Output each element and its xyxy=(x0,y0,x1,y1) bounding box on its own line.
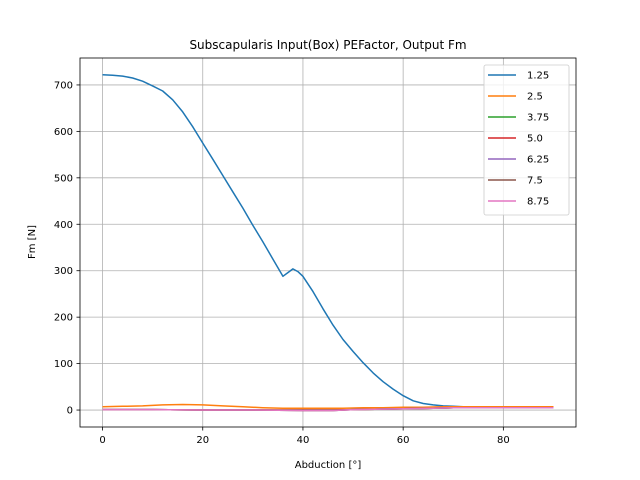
legend-entry-label: 5.0 xyxy=(527,134,543,145)
legend-entry-label: 8.75 xyxy=(527,197,549,208)
legend-entry-label: 7.5 xyxy=(527,176,543,187)
axis-ticks: 0 20 40 60 80 0 100 200 300 400 500 600 700 xyxy=(54,80,510,446)
y-tick-label: 200 xyxy=(54,313,73,324)
chart-title: Subscapularis Input(Box) PEFactor, Outpu… xyxy=(189,38,466,52)
legend-entry-label: 6.25 xyxy=(527,155,549,166)
y-tick-label: 300 xyxy=(54,266,73,277)
y-tick-label: 500 xyxy=(54,173,73,184)
legend-entry-label: 2.5 xyxy=(527,92,543,103)
y-axis-label: Fm [N] xyxy=(27,225,38,259)
x-tick-label: 0 xyxy=(99,435,105,446)
x-axis-label: Abduction [°] xyxy=(295,460,362,471)
y-tick-label: 0 xyxy=(67,406,73,417)
x-tick-label: 60 xyxy=(397,435,410,446)
series-line-1 xyxy=(102,403,554,409)
legend: 1.25 2.5 3.75 5.0 6.25 7.5 8.75 xyxy=(483,64,570,216)
series-line-6 xyxy=(102,406,554,412)
legend-entry-label: 3.75 xyxy=(527,113,549,124)
legend-box xyxy=(483,64,570,216)
y-tick-label: 700 xyxy=(54,80,73,91)
y-tick-label: 400 xyxy=(54,220,73,231)
y-tick-label: 100 xyxy=(54,359,73,370)
y-tick-label: 600 xyxy=(54,127,73,138)
x-tick-label: 40 xyxy=(297,435,310,446)
plot-area-frame xyxy=(79,57,577,428)
series-lines xyxy=(102,73,554,412)
x-tick-label: 80 xyxy=(497,435,510,446)
legend-entry-label: 1.25 xyxy=(527,71,549,82)
x-tick-label: 20 xyxy=(196,435,209,446)
